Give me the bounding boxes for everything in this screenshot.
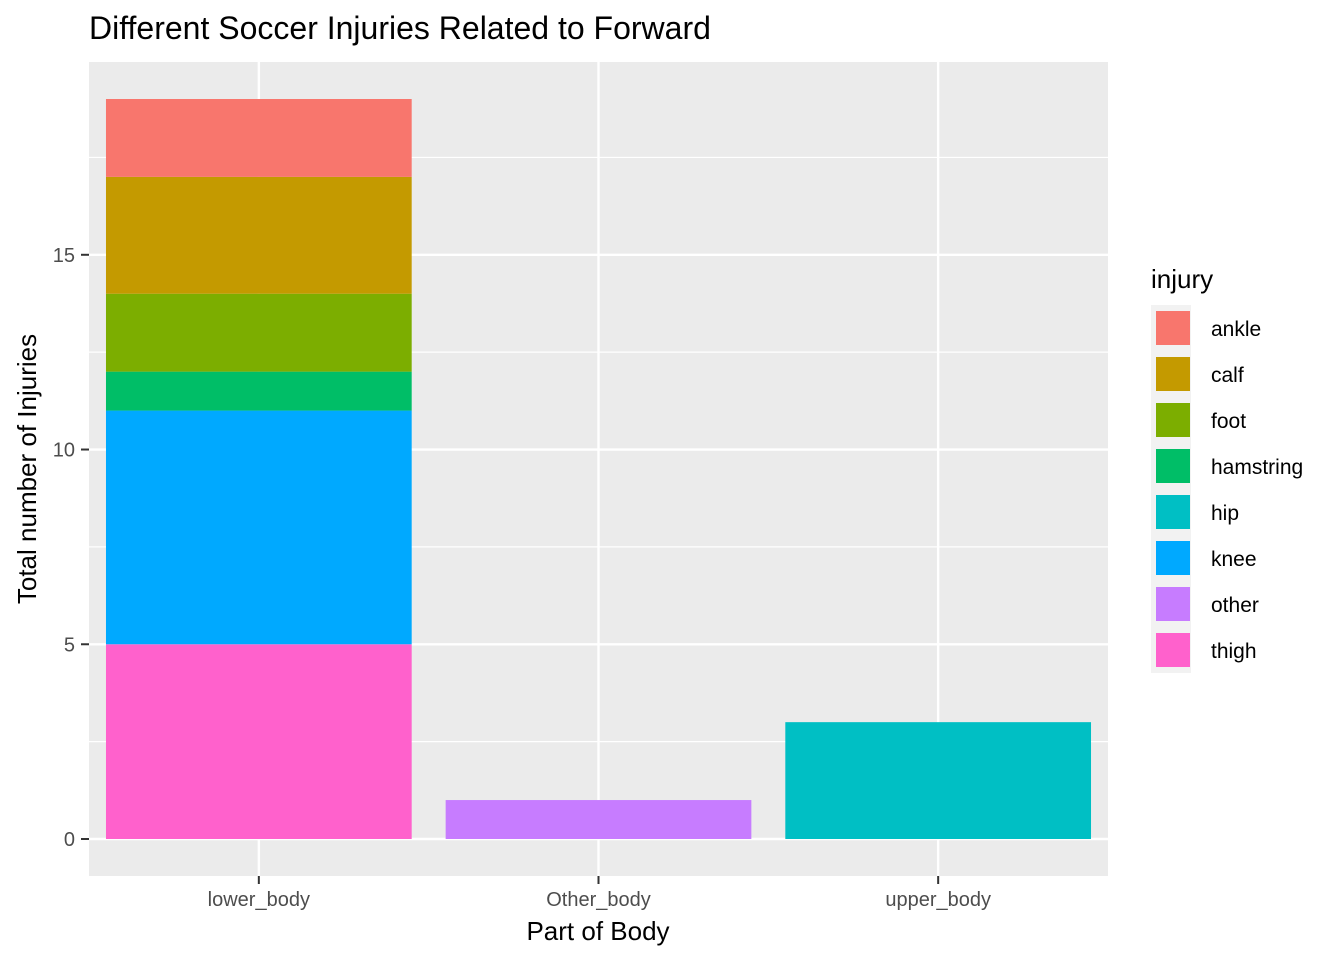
legend-swatch-hip	[1156, 495, 1190, 529]
y-axis-title: Total number of Injuries	[12, 334, 42, 604]
x-tick-label: Other_body	[546, 889, 651, 911]
legend-label-thigh: thigh	[1211, 640, 1257, 663]
legend-label-calf: calf	[1211, 364, 1244, 387]
y-axis: 0 5 10 15	[53, 245, 89, 851]
y-tick-label: 15	[53, 245, 75, 267]
bar-thigh-lower_body	[105, 644, 412, 839]
legend: injury ankle calf foot hamstring hip knee othe…	[1151, 264, 1303, 673]
legend-swatch-ankle	[1156, 311, 1190, 345]
bar-hip-upper_body	[785, 722, 1092, 839]
x-tick-label: lower_body	[208, 889, 310, 911]
x-axis: lower_body Other_body upper_body	[208, 876, 991, 911]
legend-swatch-knee	[1156, 541, 1190, 575]
legend-label-hamstring: hamstring	[1211, 456, 1303, 479]
legend-swatch-hamstring	[1156, 449, 1190, 483]
legend-label-other: other	[1211, 594, 1259, 617]
bar-calf-lower_body	[105, 176, 412, 294]
bar-ankle-lower_body	[105, 99, 412, 177]
legend-label-ankle: ankle	[1211, 318, 1261, 341]
legend-swatch-foot	[1156, 403, 1190, 437]
legend-label-hip: hip	[1211, 502, 1239, 525]
x-axis-title: Part of Body	[526, 916, 669, 946]
legend-label-foot: foot	[1211, 410, 1246, 433]
y-tick-label: 10	[53, 440, 75, 462]
legend-title: injury	[1151, 264, 1213, 294]
legend-swatch-other	[1156, 587, 1190, 621]
legend-swatch-calf	[1156, 357, 1190, 391]
bar-knee-lower_body	[105, 410, 412, 645]
bars	[105, 99, 1092, 839]
y-tick-label: 0	[64, 829, 75, 851]
bar-other-Other_body	[445, 800, 752, 839]
y-tick-label: 5	[64, 634, 75, 656]
bar-foot-lower_body	[105, 293, 412, 372]
chart-title: Different Soccer Injuries Related to For…	[89, 10, 711, 46]
x-tick-label: upper_body	[885, 889, 991, 911]
legend-label-knee: knee	[1211, 548, 1257, 571]
bar-hamstring-lower_body	[105, 371, 412, 411]
legend-swatch-thigh	[1156, 633, 1190, 667]
